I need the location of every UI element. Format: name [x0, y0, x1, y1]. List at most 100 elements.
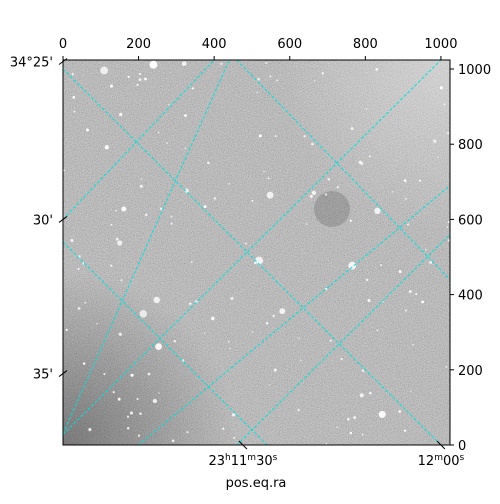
- star: [72, 96, 76, 99]
- star: [412, 343, 414, 346]
- star: [257, 77, 260, 81]
- star: [365, 278, 369, 282]
- star: [374, 207, 381, 214]
- star: [186, 431, 189, 434]
- star: [126, 426, 130, 430]
- star: [421, 300, 425, 304]
- star: [447, 132, 450, 135]
- star: [267, 177, 270, 180]
- dec-tick-0: [58, 58, 68, 65]
- star: [110, 264, 113, 267]
- star: [168, 104, 170, 106]
- star: [350, 127, 354, 131]
- star: [269, 75, 272, 78]
- star: [157, 131, 160, 134]
- star: [311, 190, 317, 196]
- star: [314, 80, 316, 82]
- star: [84, 301, 86, 304]
- grid-line-ra-0: [63, 60, 230, 434]
- star: [349, 431, 353, 435]
- star: [136, 397, 139, 401]
- star: [403, 429, 407, 432]
- star: [229, 347, 231, 350]
- top-tick-label-2: 400: [202, 37, 227, 52]
- star: [327, 177, 331, 181]
- ra-tick-1: [436, 440, 446, 450]
- ra-tick-0: [238, 440, 248, 450]
- star: [159, 207, 163, 211]
- star: [130, 373, 134, 377]
- ra-tick-label-0: 23h​11m​30s​: [208, 453, 277, 469]
- grid-line-down-0: [63, 68, 442, 445]
- star: [336, 426, 338, 429]
- star: [279, 308, 286, 315]
- star: [410, 390, 412, 392]
- star: [230, 296, 234, 300]
- star: [227, 340, 230, 343]
- star: [86, 128, 89, 132]
- star: [269, 384, 271, 386]
- right-tick-label-2: 400: [458, 289, 483, 304]
- star: [253, 261, 257, 265]
- plot-frame: [62, 59, 451, 446]
- star: [367, 299, 371, 302]
- star: [433, 139, 437, 143]
- star: [166, 142, 168, 144]
- dec-tick-1: [58, 216, 68, 223]
- star: [181, 359, 185, 362]
- star: [398, 270, 402, 274]
- star: [446, 226, 449, 228]
- star: [129, 411, 134, 415]
- right-tick-label-3: 600: [458, 213, 483, 228]
- star: [71, 73, 74, 76]
- star: [117, 397, 121, 401]
- right-tick-label-1: 200: [458, 364, 483, 379]
- x-axis-label: pos.eq.ra: [226, 476, 287, 491]
- star: [222, 427, 225, 430]
- star: [73, 110, 76, 113]
- grid-line-ra-1: [138, 185, 450, 445]
- star: [190, 261, 193, 263]
- grid-line-down-2: [236, 60, 450, 280]
- star: [152, 398, 158, 404]
- star: [404, 309, 408, 312]
- star: [121, 206, 127, 212]
- star: [265, 61, 268, 65]
- star: [321, 72, 325, 75]
- star: [139, 184, 143, 188]
- star: [184, 147, 187, 150]
- star: [100, 66, 109, 75]
- star: [263, 170, 265, 172]
- dec-tick-label-1: 30': [33, 213, 53, 228]
- star: [360, 162, 364, 166]
- pixel-axes: 0 200 400 600 800 1000 0 200 400 600 800 1000: [59, 37, 491, 454]
- star: [404, 197, 407, 200]
- star: [184, 188, 189, 193]
- coordinate-grid: [63, 60, 450, 445]
- star: [144, 213, 148, 217]
- star: [118, 332, 122, 336]
- star: [137, 434, 141, 437]
- star: [361, 433, 364, 436]
- star: [203, 332, 206, 335]
- star: [419, 179, 422, 182]
- star: [415, 292, 418, 296]
- star: [439, 86, 443, 90]
- star: [251, 331, 254, 333]
- star: [233, 436, 236, 440]
- star: [445, 365, 448, 368]
- star: [398, 410, 402, 413]
- star: [274, 135, 277, 138]
- star: [408, 290, 412, 294]
- star: [273, 368, 277, 372]
- star: [170, 215, 173, 218]
- top-tick-label-1: 200: [126, 37, 151, 52]
- star: [297, 409, 300, 412]
- star: [211, 316, 215, 321]
- star: [191, 87, 194, 90]
- star: [447, 220, 450, 223]
- ra-tick-label-1: 12m​00s​: [418, 453, 465, 469]
- star: [258, 134, 262, 138]
- star: [181, 61, 187, 67]
- star: [353, 416, 357, 420]
